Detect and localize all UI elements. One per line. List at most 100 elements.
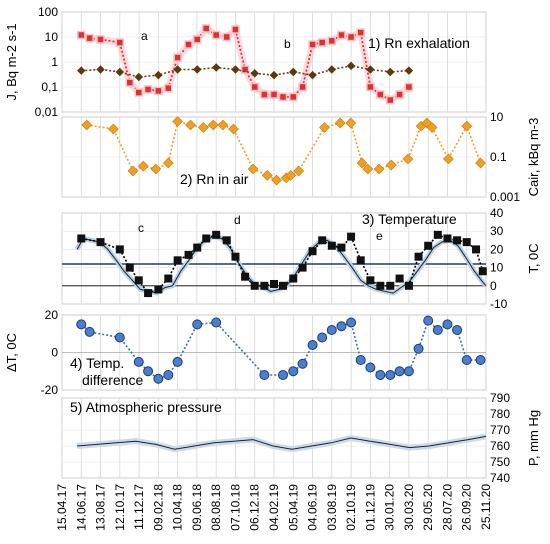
data-point [84, 326, 95, 337]
data-point [143, 85, 153, 94]
data-point [423, 315, 434, 326]
x-tick-label: 06.12.18 [248, 484, 262, 531]
data-point [260, 281, 269, 290]
data-point [327, 65, 337, 74]
x-tick-label: 03.08.19 [325, 484, 339, 531]
data-point [385, 159, 397, 171]
data-point [285, 170, 297, 181]
data-point [293, 165, 305, 177]
data-point [385, 370, 396, 380]
x-tick-label: 26.09.20 [460, 484, 474, 531]
data-point [259, 370, 270, 380]
data-point [298, 263, 307, 272]
data-point [453, 236, 462, 245]
data-point [308, 40, 317, 49]
data-point [289, 92, 298, 102]
y-tick-label: 100 [38, 5, 58, 19]
data-point [386, 67, 395, 77]
y-tick-label: -10 [490, 297, 508, 311]
panel-title: 3) Temperature [362, 211, 457, 227]
data-point [154, 285, 163, 294]
data-point [211, 30, 221, 40]
data-point [96, 65, 105, 74]
series-line [81, 27, 410, 102]
data-point [108, 123, 119, 135]
data-point [184, 40, 193, 49]
x-tick-label: 29.05.20 [421, 484, 435, 531]
x-tick-label: 14.06.17 [74, 484, 88, 531]
data-point [336, 321, 347, 332]
y-tick-label: 790 [490, 391, 510, 405]
data-point [143, 366, 154, 377]
panel-title: 1) Rn exhalation [368, 35, 470, 51]
data-point [478, 267, 487, 276]
data-point [394, 366, 405, 377]
data-point [137, 160, 149, 172]
data-point [462, 238, 471, 247]
y-tick-label: 0.001 [490, 190, 520, 204]
x-tick-label: 30.01.20 [383, 484, 397, 531]
data-point [318, 236, 327, 245]
data-point [308, 70, 317, 80]
data-point [376, 90, 385, 99]
panel-2: 10 0.1 0.001 2) Rn in air Cair, kBq m-3 [61, 110, 541, 204]
y-tick-label: 40 [490, 206, 504, 220]
data-point [154, 86, 163, 96]
series-halo [80, 23, 412, 105]
y-tick-label: 10 [45, 30, 59, 44]
data-point [241, 272, 250, 281]
y-axis-label: P, mm Hg [526, 410, 541, 466]
data-point [395, 90, 404, 99]
data-point [271, 174, 282, 186]
data-point [395, 274, 404, 283]
y-tick-label: 0.1 [490, 150, 507, 164]
data-point [442, 319, 453, 330]
x-axis: 15.04.17 14.06.17 13.08.17 12.10.17 11.12.17… [55, 484, 493, 531]
data-point [426, 122, 438, 133]
data-point [125, 263, 134, 272]
panel-5: 790 780 770 760 750 740 5) Atmospheric pressur… [61, 391, 541, 485]
data-point [337, 243, 346, 252]
data-point [154, 70, 163, 80]
x-tick-label: 04.02.19 [267, 484, 281, 531]
data-point [125, 78, 135, 87]
data-point [413, 343, 424, 354]
data-point [231, 25, 240, 34]
data-point [77, 66, 86, 75]
series-line [86, 120, 482, 181]
y-tick-label: 780 [490, 407, 510, 421]
data-point [452, 325, 463, 335]
data-point [173, 65, 182, 74]
annotation-c: c [138, 221, 144, 235]
data-point [172, 116, 184, 127]
data-point [461, 120, 473, 132]
y-tick-label: 0,01 [35, 105, 59, 119]
data-point [115, 67, 125, 77]
x-tick-label: 02.10.19 [344, 484, 358, 531]
data-point [162, 157, 174, 169]
data-point [404, 82, 414, 92]
data-point [443, 234, 452, 243]
y-tick-label: -20 [41, 383, 59, 397]
data-point [260, 90, 269, 99]
x-tick-label: 01.12.19 [363, 484, 377, 531]
data-point [298, 82, 307, 92]
data-point [247, 163, 259, 175]
data-point [373, 163, 385, 175]
data-point [77, 234, 86, 243]
y-axis-label: J, Bq m-2 s-1 [4, 23, 19, 100]
data-point [278, 281, 287, 290]
data-point [346, 32, 356, 42]
data-point [365, 362, 376, 373]
data-point [475, 355, 486, 365]
data-point [345, 117, 357, 129]
data-point [404, 66, 414, 75]
y-tick-label: 20 [45, 308, 59, 322]
data-point [173, 53, 182, 62]
data-point [114, 332, 125, 343]
x-tick-label: 10.04.18 [171, 484, 185, 531]
y-tick-label: 10 [490, 261, 504, 275]
y-tick-label: 0,1 [41, 80, 58, 94]
data-point [346, 61, 356, 71]
data-point [231, 65, 240, 74]
